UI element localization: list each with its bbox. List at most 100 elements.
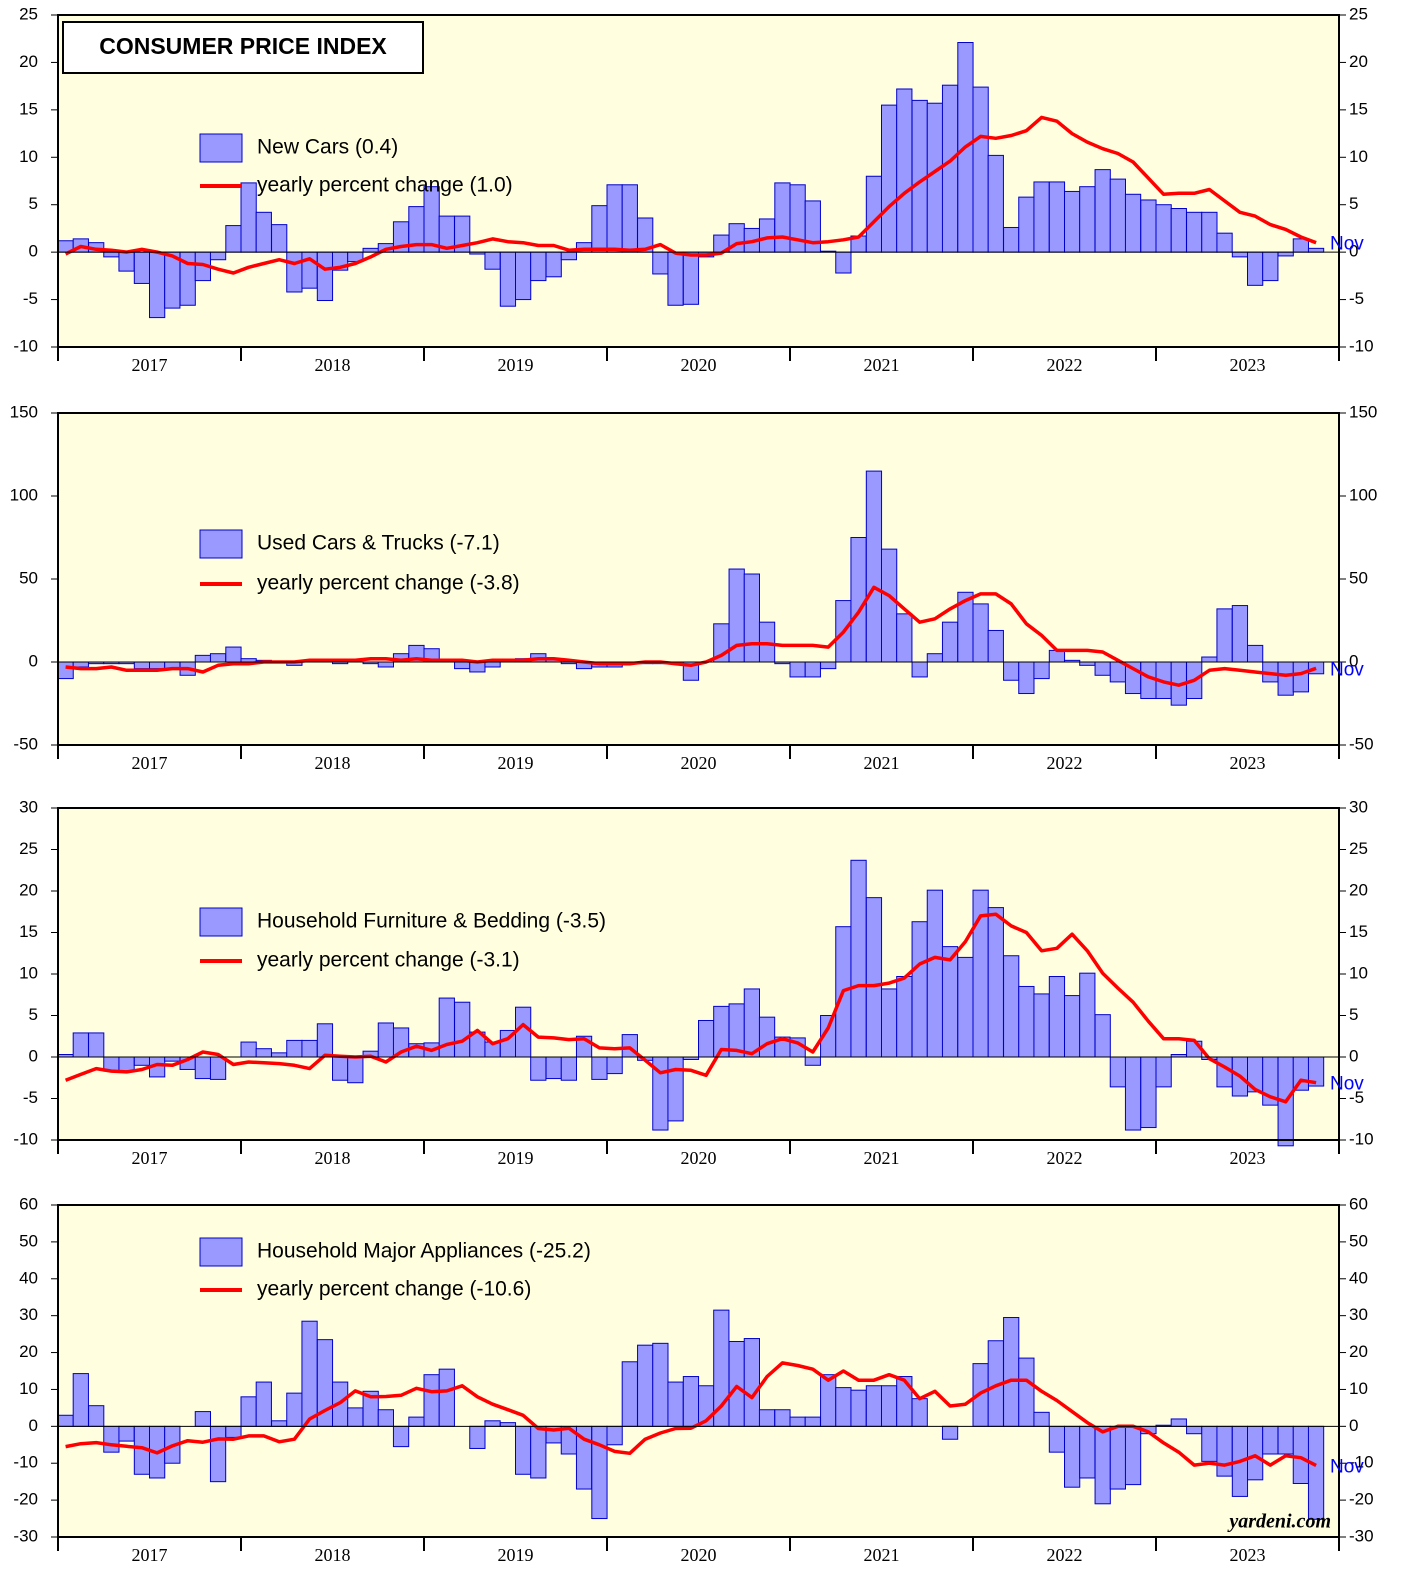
bar [377, 1409, 394, 1427]
bar [347, 1056, 364, 1084]
bar [1003, 1317, 1020, 1427]
legend-label: New Cars (0.4) [257, 136, 398, 159]
y-tick-label: 25 [1349, 839, 1368, 858]
bar [606, 1425, 623, 1446]
bar [484, 251, 501, 270]
bar [392, 1425, 410, 1448]
y-tick-label: 20 [1349, 1342, 1368, 1361]
bar [591, 205, 608, 253]
x-tick-label: 2017 [132, 753, 168, 773]
bar [301, 1320, 318, 1427]
x-tick-label: 2023 [1230, 1148, 1266, 1168]
bar [225, 1425, 242, 1438]
bar [194, 1056, 211, 1080]
bar [1079, 186, 1096, 253]
bar [743, 1338, 760, 1427]
bar [530, 1056, 547, 1081]
y-tick-label: 50 [19, 1231, 38, 1250]
y-tick-label: -10 [1349, 1453, 1374, 1472]
bar [1124, 1425, 1142, 1486]
plot-frame [57, 807, 1340, 1141]
bar [606, 1056, 623, 1075]
bar [225, 225, 242, 253]
bar [941, 1425, 959, 1440]
y-tick-label: 20 [19, 880, 38, 899]
bar [347, 1407, 364, 1427]
bar [1201, 211, 1218, 253]
bar [774, 182, 791, 253]
x-tick-label: 2023 [1230, 753, 1266, 773]
bar [926, 653, 943, 663]
y-tick-label: 5 [1349, 194, 1358, 213]
bar [1094, 1014, 1111, 1058]
bar [515, 1425, 532, 1475]
y-tick-label: -5 [23, 289, 38, 308]
bar [941, 84, 959, 253]
x-tick-label: 2017 [132, 355, 168, 375]
x-tick-label: 2022 [1047, 1545, 1083, 1565]
x-tick-label: 2021 [864, 355, 900, 375]
y-tick-label: 0 [1349, 1416, 1358, 1435]
bar [1033, 993, 1050, 1058]
x-tick-label: 2018 [315, 355, 351, 375]
legend-swatch [199, 529, 243, 559]
bar [652, 251, 669, 275]
chart-title: CONSUMER PRICE INDEX [99, 33, 387, 59]
bar [865, 1385, 883, 1427]
bar [1231, 605, 1249, 663]
bar [1247, 1425, 1264, 1481]
bar [1018, 1357, 1035, 1427]
bar [133, 1056, 151, 1066]
bar [271, 224, 288, 253]
bar [194, 654, 211, 663]
legend-label: yearly percent change (-3.8) [257, 572, 520, 595]
bar [560, 1056, 577, 1081]
bar [469, 1425, 486, 1449]
y-tick-label: -30 [1349, 1526, 1374, 1545]
bar [1109, 1425, 1126, 1490]
bar [72, 1032, 89, 1058]
y-tick-label: 150 [10, 402, 38, 421]
y-tick-label: -20 [13, 1490, 38, 1509]
y-tick-label: -10 [13, 1129, 38, 1148]
y-tick-label: 40 [1349, 1268, 1368, 1287]
bar [149, 251, 166, 319]
bar [271, 1052, 288, 1058]
y-tick-label: 0 [1349, 1046, 1358, 1065]
bar [820, 661, 837, 670]
bar [865, 470, 883, 663]
y-tick-label: 10 [1349, 147, 1368, 166]
bar [240, 182, 257, 253]
latest-label: Nov [1330, 234, 1364, 255]
bar [438, 1368, 455, 1427]
bar [911, 661, 928, 678]
bar [606, 184, 623, 253]
y-tick-label: -10 [13, 1453, 38, 1472]
bar [804, 1416, 821, 1427]
y-tick-label: 15 [1349, 99, 1368, 118]
y-tick-label: 50 [19, 568, 38, 587]
x-tick-label: 2020 [681, 753, 717, 773]
bar [149, 661, 166, 670]
bar [1124, 1056, 1142, 1131]
bar [377, 1022, 394, 1058]
bar [758, 1409, 776, 1427]
bar [209, 251, 227, 261]
bar [1018, 661, 1035, 695]
y-tick-label: 5 [29, 1005, 38, 1024]
source-label: yardeni.com [1227, 1511, 1331, 1533]
bar [72, 1373, 89, 1427]
bar [1033, 181, 1050, 253]
bar [743, 573, 760, 663]
line-series [64, 912, 1317, 1104]
bar [1079, 1425, 1096, 1479]
bar [1064, 190, 1081, 253]
bar [57, 661, 74, 680]
bar [698, 1019, 715, 1058]
y-tick-label: 10 [1349, 963, 1368, 982]
y-tick-label: 20 [1349, 52, 1368, 71]
bar [621, 184, 638, 253]
x-tick-label: 2018 [315, 1545, 351, 1565]
bar [957, 956, 974, 1058]
